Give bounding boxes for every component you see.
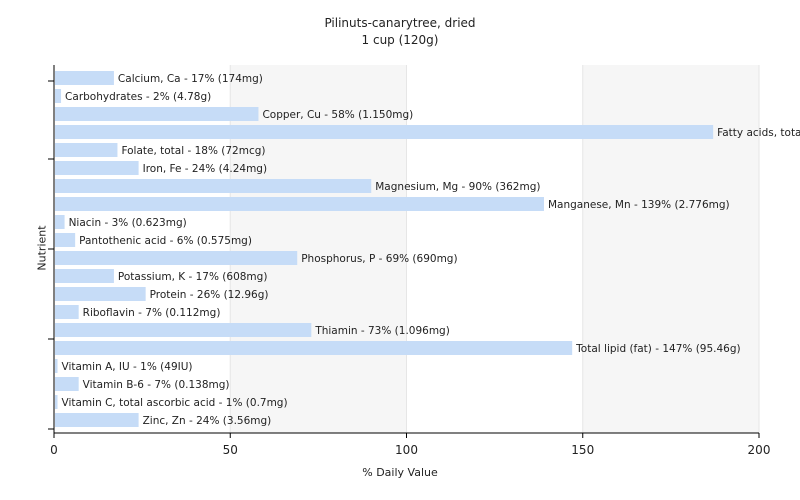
plot-band xyxy=(582,65,759,433)
bar-17 xyxy=(55,377,79,391)
bar-19 xyxy=(55,413,139,427)
x-tick-label: 0 xyxy=(50,443,58,457)
bar-label-18: Vitamin C, total ascorbic acid - 1% (0.7… xyxy=(62,397,288,409)
chart-title: Pilinuts-canarytree, dried xyxy=(324,16,476,30)
bar-label-14: Thiamin - 73% (1.096mg) xyxy=(314,325,450,337)
bar-14 xyxy=(55,323,312,337)
bar-1 xyxy=(55,89,62,103)
bar-6 xyxy=(55,179,372,193)
bar-label-19: Zinc, Zn - 24% (3.56mg) xyxy=(143,415,272,427)
bar-label-9: Pantothenic acid - 6% (0.575mg) xyxy=(79,235,252,247)
bar-label-5: Iron, Fe - 24% (4.24mg) xyxy=(143,163,267,175)
bar-label-16: Vitamin A, IU - 1% (49IU) xyxy=(62,361,193,373)
bar-7 xyxy=(55,197,544,211)
bar-2 xyxy=(55,107,259,121)
bar-8 xyxy=(55,215,65,229)
bar-label-2: Copper, Cu - 58% (1.150mg) xyxy=(262,109,413,121)
bar-16 xyxy=(55,359,58,373)
bar-3 xyxy=(55,125,714,139)
bar-label-4: Folate, total - 18% (72mcg) xyxy=(121,145,265,157)
bar-label-11: Potassium, K - 17% (608mg) xyxy=(118,271,268,283)
bar-13 xyxy=(55,305,79,319)
bar-label-6: Magnesium, Mg - 90% (362mg) xyxy=(375,181,540,193)
bar-0 xyxy=(55,71,114,85)
bar-15 xyxy=(55,341,573,355)
x-tick-label: 150 xyxy=(571,443,594,457)
bar-9 xyxy=(55,233,76,247)
bar-label-13: Riboflavin - 7% (0.112mg) xyxy=(83,307,221,319)
plot-band xyxy=(406,65,583,433)
bar-11 xyxy=(55,269,114,283)
bar-10 xyxy=(55,251,298,265)
bar-label-0: Calcium, Ca - 17% (174mg) xyxy=(118,73,263,85)
y-axis-label: Nutrient xyxy=(35,225,49,271)
x-tick-label: 100 xyxy=(395,443,418,457)
bar-label-8: Niacin - 3% (0.623mg) xyxy=(69,217,187,229)
x-axis-label: % Daily Value xyxy=(362,466,438,479)
bar-label-15: Total lipid (fat) - 147% (95.46g) xyxy=(575,343,740,355)
bar-18 xyxy=(55,395,58,409)
x-tick-label: 200 xyxy=(748,443,771,457)
bar-5 xyxy=(55,161,139,175)
bar-12 xyxy=(55,287,146,301)
bar-label-12: Protein - 26% (12.96g) xyxy=(150,289,269,301)
bar-label-3: Fatty acids, total saturated - 187% (37.… xyxy=(717,127,800,139)
bar-label-7: Manganese, Mn - 139% (2.776mg) xyxy=(548,199,730,211)
bar-4 xyxy=(55,143,118,157)
bar-label-1: Carbohydrates - 2% (4.78g) xyxy=(65,91,211,103)
x-tick-label: 50 xyxy=(223,443,238,457)
bar-label-10: Phosphorus, P - 69% (690mg) xyxy=(301,253,457,265)
bar-label-17: Vitamin B-6 - 7% (0.138mg) xyxy=(83,379,230,391)
chart-subtitle: 1 cup (120g) xyxy=(361,33,439,47)
